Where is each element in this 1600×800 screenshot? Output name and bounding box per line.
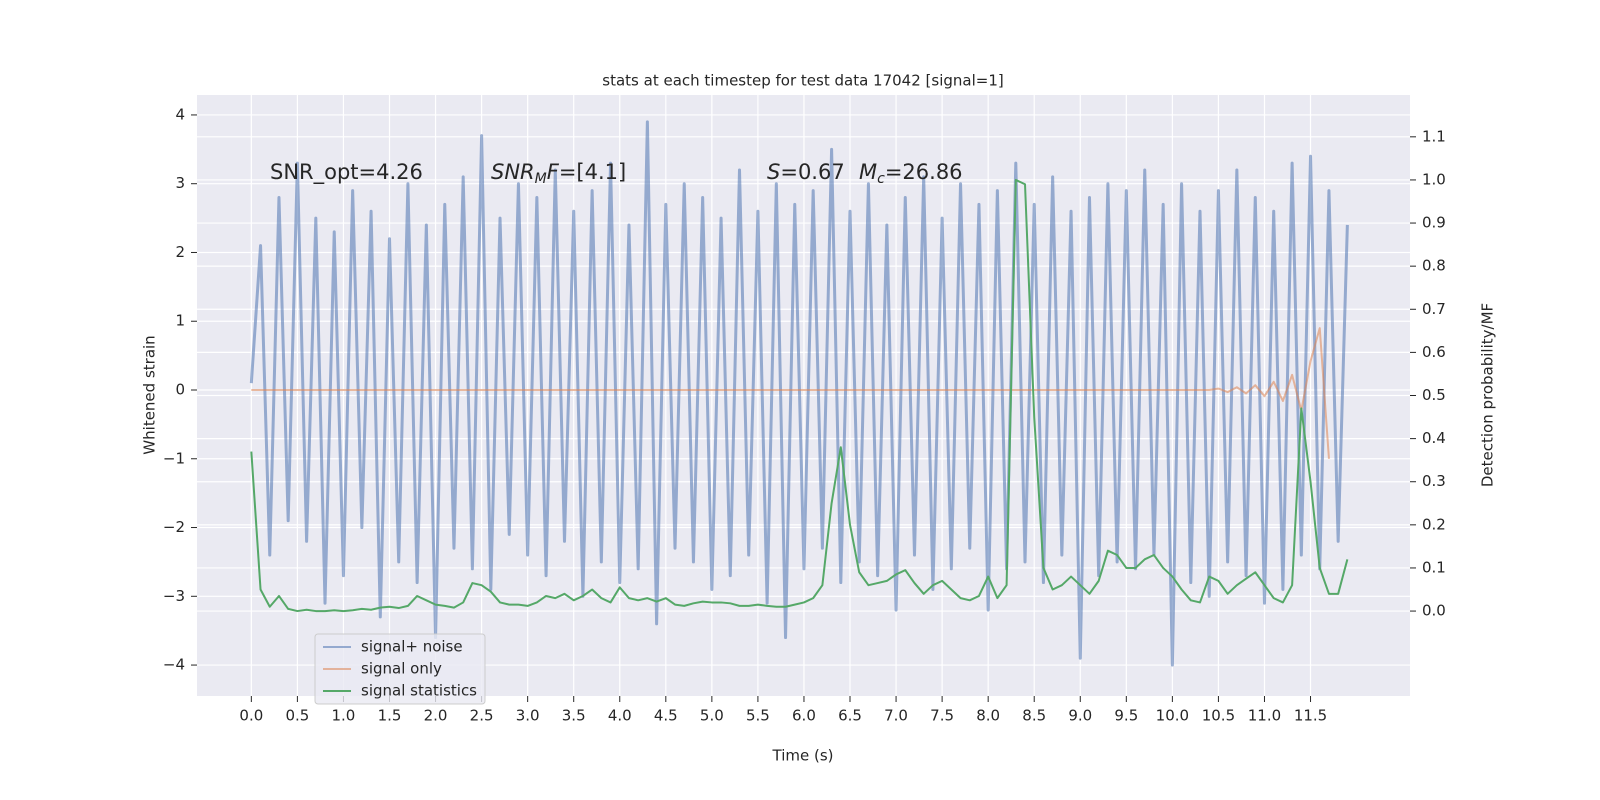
x-tick-label: 10.0 (1156, 707, 1189, 725)
y-tick-label: 4 (175, 105, 185, 123)
y-tick-label: 3 (175, 174, 185, 192)
y-tick-label: −4 (163, 656, 185, 674)
y-tick-label: −1 (163, 449, 185, 467)
annotation-part: S (767, 160, 780, 184)
x-tick-label: 6.5 (838, 707, 862, 725)
x-tick-label: 1.5 (378, 707, 402, 725)
y2-tick-label: 0.3 (1422, 472, 1446, 490)
legend-box (314, 633, 486, 705)
x-tick-label: 7.5 (930, 707, 954, 725)
x-tick-label: 3.5 (562, 707, 586, 725)
annotation-part: c (877, 171, 885, 187)
x-axis-label: Time (s) (772, 747, 834, 765)
y2-tick-label: 0.5 (1422, 386, 1446, 404)
x-tick-label: 2.5 (470, 707, 494, 725)
legend-label: signal statistics (361, 682, 477, 700)
x-tick-label: 7.0 (884, 707, 908, 725)
annotation-part: SNR_opt=4.26 (270, 160, 423, 185)
y2-tick-label: 0.4 (1422, 429, 1446, 447)
x-tick-label: 1.0 (332, 707, 356, 725)
x-tick-label: 9.0 (1068, 707, 1092, 725)
series-line (250, 178, 1349, 613)
x-tick-label: 5.5 (746, 707, 770, 725)
y-tick-label: 2 (175, 243, 185, 261)
x-tick-label: 8.5 (1022, 707, 1046, 725)
y-tick-label: −2 (163, 518, 185, 536)
marks (249, 120, 1349, 667)
legend-label: signal only (361, 660, 442, 678)
x-tick-label: 9.5 (1114, 707, 1138, 725)
y-tick-label: −3 (163, 587, 185, 605)
y2-tick-label: 0.6 (1422, 343, 1446, 361)
chart-title: stats at each timestep for test data 170… (602, 72, 1003, 90)
y2-tick-label: 0.8 (1422, 257, 1446, 275)
x-tick-label: 2.0 (424, 707, 448, 725)
annotation-part: =26.86 (885, 160, 963, 184)
y2-axis-label: Detection probability/MF (1479, 303, 1497, 487)
annotation-part: =[4.1] (559, 160, 626, 184)
y2-tick-label: 0.2 (1422, 515, 1446, 533)
x-tick-label: 11.0 (1248, 707, 1281, 725)
annotation-part: F (547, 160, 560, 184)
x-tick-label: 4.5 (654, 707, 678, 725)
legend-label: signal+ noise (361, 638, 463, 656)
annotation: Mc=26.86 (859, 160, 963, 187)
x-tick-label: 10.5 (1202, 707, 1235, 725)
x-tick-label: 8.0 (976, 707, 1000, 725)
x-tick-label: 0.0 (239, 707, 263, 725)
annotation: S=0.67 (767, 160, 845, 184)
y2-tick-label: 0.9 (1422, 214, 1446, 232)
y2-tick-label: 0.0 (1422, 602, 1446, 620)
x-tick-label: 5.0 (700, 707, 724, 725)
annotation-part: M (859, 160, 877, 184)
y2-tick-label: 1.1 (1422, 127, 1446, 145)
y-tick-label: 0 (175, 380, 185, 398)
y-axis-label: Whitened strain (141, 335, 159, 454)
y-tick-label: 1 (175, 312, 185, 330)
y2-tick-label: 1.0 (1422, 170, 1446, 188)
x-tick-label: 11.5 (1294, 707, 1327, 725)
x-tick-label: 3.0 (516, 707, 540, 725)
x-tick-label: 6.0 (792, 707, 816, 725)
series-line (249, 120, 1349, 667)
annotation-part: M (535, 171, 547, 187)
annotation: SNR_opt=4.26 (270, 160, 423, 185)
y2-tick-label: 0.1 (1422, 558, 1446, 576)
x-tick-label: 0.5 (285, 707, 309, 725)
series-line (251, 327, 1330, 459)
annotation: SNRMF=[4.1] (491, 160, 626, 187)
annotation-part: SNR (491, 160, 535, 184)
labels: 0.0 0.5 1.0 1.5 2.0 2.5 3.0 3.5 4.0 4.5 5.0 5.5 6.0 6… (163, 105, 1446, 724)
x-tick-label: 4.0 (608, 707, 632, 725)
annotation-part: =0.67 (780, 160, 844, 184)
y2-tick-label: 0.7 (1422, 300, 1446, 318)
